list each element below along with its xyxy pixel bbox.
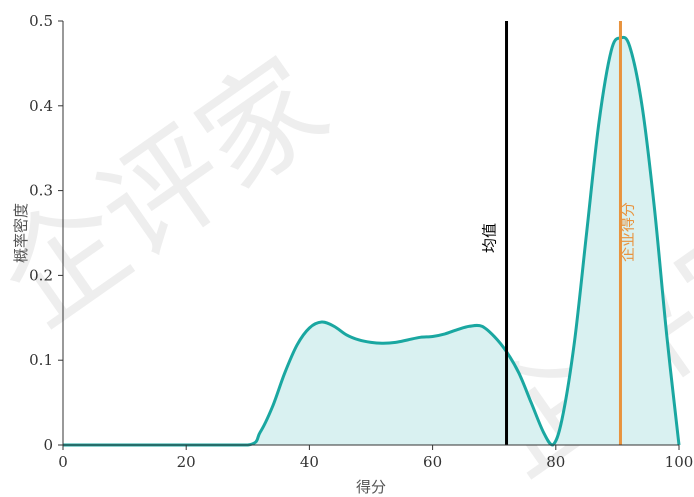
y-tick-label: 0.1 bbox=[29, 351, 53, 369]
company-score-line-label: 企业得分 bbox=[618, 202, 636, 262]
density-line bbox=[63, 35, 681, 447]
y-axis-label: 概率密度 bbox=[12, 203, 30, 263]
y-tick-label: 0.2 bbox=[29, 266, 53, 284]
mean-line-label: 均值 bbox=[481, 223, 499, 253]
y-tick-label: 0 bbox=[43, 436, 53, 454]
x-axis-label: 得分 bbox=[356, 478, 386, 496]
y-tick-label: 0.5 bbox=[29, 12, 53, 30]
axes: 0 20 40 60 80 100 0 0.1 0.2 0.3 0.4 0.5 bbox=[29, 12, 693, 471]
x-tick-label: 80 bbox=[546, 453, 565, 471]
x-tick-label: 60 bbox=[423, 453, 442, 471]
plot-area: 均值 企业得分 bbox=[63, 21, 681, 447]
density-area bbox=[63, 37, 679, 446]
y-tick-label: 0.4 bbox=[29, 97, 53, 115]
y-tick-label: 0.3 bbox=[29, 182, 53, 200]
x-tick-label: 20 bbox=[177, 453, 196, 471]
x-tick-label: 40 bbox=[300, 453, 319, 471]
x-tick-label: 0 bbox=[58, 453, 68, 471]
x-tick-label: 100 bbox=[665, 453, 694, 471]
